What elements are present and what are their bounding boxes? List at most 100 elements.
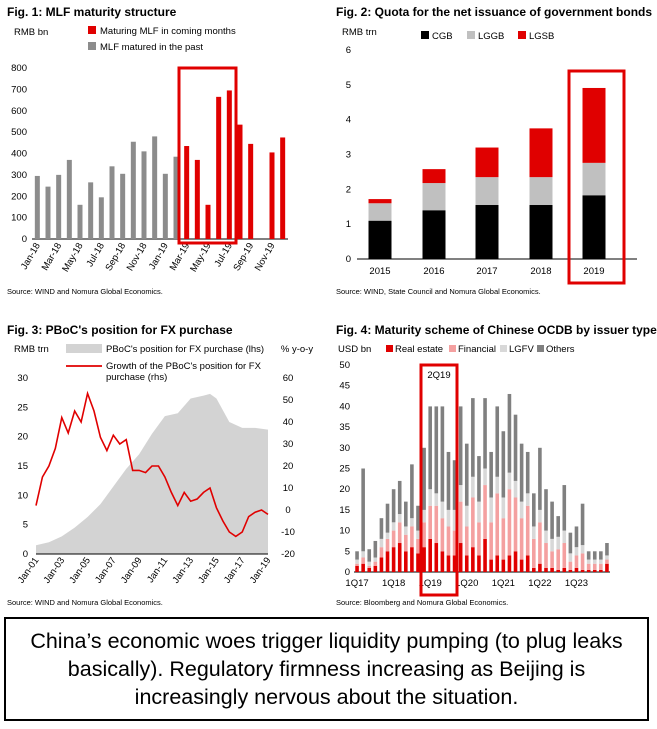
figure-4-bar-lgfv	[574, 547, 579, 556]
figure-2-bar-lggb	[422, 183, 446, 211]
figure-4-ytick-label: 45	[339, 381, 350, 392]
figure-3-xtick-label: Jan-13	[170, 555, 196, 585]
figure-1-bar-maturing	[205, 204, 211, 239]
figure-3-ytick-label: 25	[17, 402, 28, 413]
figure-3-ytick-right-label: 10	[283, 483, 294, 494]
figure-4-bar-real-estate	[495, 555, 500, 572]
figure-3-xtick-label: Jan-05	[67, 555, 93, 585]
figure-4-ytick-label: 10	[339, 526, 350, 537]
figure-2-bar-lggb	[529, 177, 553, 206]
figure-1-ytick-label: 700	[11, 84, 27, 95]
figure-4-bar-lgfv	[568, 553, 573, 562]
figure-2-ylabel: RMB trn	[342, 27, 377, 38]
figure-4-bar-lgfv	[592, 559, 597, 564]
figure-4-bar-lgfv	[361, 551, 365, 558]
figure-3-legend-line-part2: purchase (rhs)	[106, 372, 167, 383]
figure-4-bar-others	[513, 414, 518, 481]
figure-1-bar-maturing	[280, 137, 286, 239]
figure-4-xtick-label: 1Q17	[345, 578, 368, 589]
figure-4-bar-financial	[361, 557, 365, 564]
figure-2-title: Fig. 2: Quota for the net issuance of go…	[336, 5, 652, 19]
figure-2-legend-lgsb: LGSB	[529, 31, 554, 42]
figure-2-source: Source: WIND, State Council and Nomura G…	[336, 287, 541, 296]
figure-2-legend-swatch-cgb	[421, 31, 429, 39]
figure-4-ytick-label: 30	[339, 443, 350, 454]
figure-4-legend-financial: Financial	[458, 344, 496, 355]
figure-4-bar-others	[538, 447, 542, 510]
figure-4-bar-real-estate	[446, 555, 451, 572]
figure-4-bar-real-estate	[422, 547, 426, 572]
figure-3-area-fx-position	[36, 393, 268, 554]
figure-4-legend-swatch-others	[537, 345, 544, 352]
figure-1-bar-matured	[34, 175, 40, 239]
figure-4-ytick-label: 5	[345, 546, 350, 557]
figure-4-ytick-label: 50	[339, 360, 350, 371]
figure-4-bar-real-estate	[428, 538, 432, 572]
figure-1-bar-matured	[66, 159, 72, 239]
figure-4-bar-financial	[434, 505, 439, 544]
figure-1-bar-maturing	[226, 90, 232, 239]
figure-3-ylabel-right: % y-o-y	[281, 344, 313, 355]
figure-4-bar-others	[440, 406, 445, 502]
figure-2-bar-cgb	[475, 205, 499, 259]
figure-4-bar-financial	[416, 538, 420, 554]
figure-4-bar-others	[489, 451, 493, 498]
figure-1-bar-matured	[141, 151, 147, 239]
figure-4-title: Fig. 4: Maturity scheme of Chinese OCDB …	[336, 323, 657, 337]
figure-4-bar-lgfv	[410, 518, 414, 527]
figure-4-bar-financial	[562, 543, 567, 568]
figure-3-xtick-label: Jan-19	[248, 555, 274, 585]
figure-3-ytick-right-label: -10	[281, 527, 295, 538]
figure-4-bar-real-estate	[361, 563, 365, 572]
figure-4-bar-lgfv	[544, 530, 548, 544]
figure-4-bar-real-estate	[355, 565, 359, 572]
figure-2-bar-lggb	[582, 162, 606, 196]
figure-4-bar-real-estate	[397, 543, 402, 572]
figure-4-bar-lgfv	[367, 561, 372, 566]
figure-2-bar-lgsb	[368, 199, 392, 204]
figure-4-bar-real-estate	[513, 551, 518, 572]
figure-4-xtick-label: 1Q22	[528, 578, 551, 589]
figure-4-bar-others	[544, 489, 548, 531]
figure-4-bar-financial	[379, 547, 384, 558]
figure-4-bar-financial	[501, 518, 506, 560]
figure-4-bar-lgfv	[525, 493, 530, 506]
figure-4-bar-others	[471, 398, 475, 477]
figure-4-bar-financial	[385, 538, 390, 552]
figure-1-legend-swatch-maturing	[88, 26, 96, 34]
figure-2-bar-lggb	[475, 177, 499, 206]
figure-4-bar-financial	[483, 485, 487, 539]
figure-1-bar-matured	[120, 173, 126, 239]
figure-2-ytick-label: 6	[346, 45, 351, 56]
figure-4-bar-others	[507, 393, 512, 473]
figure-4-bar-others	[404, 501, 408, 527]
figure-4-bar-financial	[410, 526, 414, 548]
figure-4-bar-real-estate	[489, 559, 493, 572]
figure-4-xtick-label: 1Q19	[419, 578, 442, 589]
figure-4-bar-real-estate	[538, 563, 542, 572]
figure-4-bar-lgfv	[458, 485, 463, 502]
figure-4-bar-real-estate	[580, 569, 585, 572]
figure-4-bar-lgfv	[556, 536, 560, 550]
figure-4-bar-financial	[452, 530, 457, 556]
figure-4-bar-lgfv	[519, 501, 524, 519]
figure-2-xtick-label: 2015	[369, 266, 390, 277]
figure-4-bar-financial	[574, 555, 579, 568]
figure-1-bar-matured	[162, 173, 168, 239]
caption-text: China’s economic woes trigger liquidity …	[30, 629, 623, 709]
figure-3: Fig. 3: PBoC's position for FX purchase …	[0, 318, 330, 613]
figure-4-bar-others	[422, 447, 426, 510]
figure-1-xtick-label: May-19	[188, 241, 213, 274]
figure-1-bar-matured	[130, 141, 136, 239]
figure-2-xtick-label: 2016	[423, 266, 444, 277]
figure-3-title: Fig. 3: PBoC's position for FX purchase	[7, 323, 233, 337]
figure-4-bar-others	[501, 431, 506, 498]
figure-4-bar-real-estate	[452, 555, 457, 572]
figure-1-title: Fig. 1: MLF maturity structure	[7, 5, 177, 19]
figure-2-bar-cgb	[368, 220, 392, 259]
figure-4-bar-others	[355, 551, 359, 560]
figure-4-bar-lgfv	[391, 522, 396, 531]
figure-4-bar-financial	[428, 505, 432, 539]
figure-4-bar-others	[532, 493, 536, 527]
figure-2-bar-lggb	[368, 203, 392, 221]
